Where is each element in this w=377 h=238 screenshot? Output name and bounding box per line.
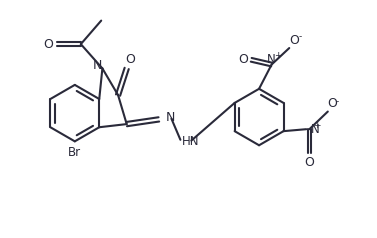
Text: N: N xyxy=(93,59,103,72)
Text: O: O xyxy=(125,53,135,66)
Text: +: + xyxy=(274,51,282,60)
Text: Br: Br xyxy=(68,146,81,159)
Text: HN: HN xyxy=(182,135,200,148)
Text: N: N xyxy=(311,123,320,136)
Text: -: - xyxy=(298,33,302,42)
Text: +: + xyxy=(314,121,321,130)
Text: O: O xyxy=(290,34,299,47)
Text: O: O xyxy=(238,53,248,65)
Text: O: O xyxy=(327,97,337,110)
Text: -: - xyxy=(336,97,339,106)
Text: O: O xyxy=(43,38,53,51)
Text: O: O xyxy=(305,156,314,169)
Text: N: N xyxy=(267,53,276,66)
Text: N: N xyxy=(166,111,175,124)
